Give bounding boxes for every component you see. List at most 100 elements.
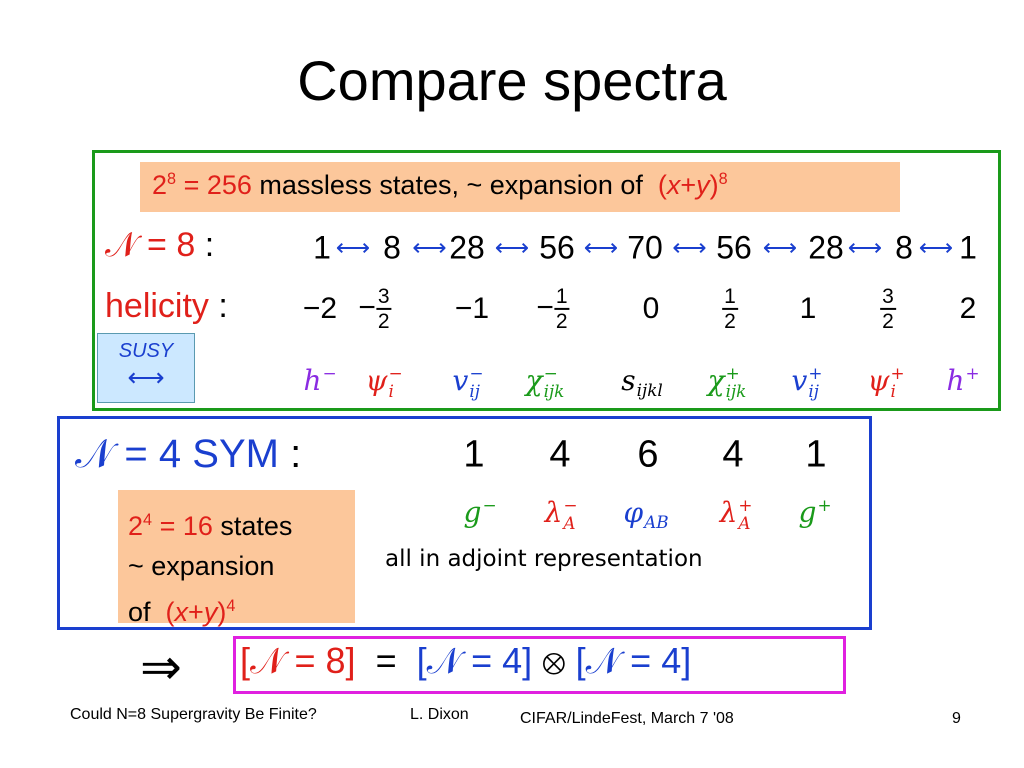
field-sub: ij [469,380,480,401]
field-sup: − [469,362,484,383]
note-eq: = 16 [159,511,213,541]
field-sup: − [482,495,497,516]
field-indices: AB [644,497,668,531]
field-indices: − i [388,362,403,401]
field-indices: − ijk [543,362,565,401]
field-symbol: v [452,363,469,397]
field-symbol: h [946,364,965,398]
eq-a: [𝒩 = 4] [416,640,533,681]
field-symbol: χ [525,363,543,397]
eq-otimes: ⊗ [542,640,566,681]
multiplicity: 8 [895,229,913,266]
field-indices: − [482,497,496,531]
field-sup: − [322,363,337,384]
title: Compare spectra [297,49,727,112]
arrow: ⟷ [847,234,883,262]
field-indices: ijkl [637,365,663,399]
field-symbol: ψ [867,363,890,397]
field-sub: ijk [543,380,565,401]
field-indices: + [965,365,979,399]
note-open: ( [165,597,175,627]
helicity-label: helicity [105,287,209,325]
eq-b: [𝒩 = 4] [575,640,692,681]
note-x: x [666,170,681,200]
field: v + ij [792,364,823,400]
helicity: −2 [303,292,337,326]
numerator: 1 [722,285,738,310]
helicity-label-row: helicity : [105,287,228,326]
note-exp: 8 [167,170,177,188]
field-indices: − A [563,496,577,533]
field: λ + A [720,496,753,532]
multiplicity: 4 [549,433,571,476]
susy-label: SUSY [118,340,174,362]
numerator: 3 [880,285,896,310]
denominator: 2 [555,310,568,333]
arrow: ⟷ [494,234,530,262]
arrow: ⟷ [335,234,371,262]
multiplicity: 8 [383,229,401,266]
field-sub [817,515,831,532]
note-power: 8 [718,170,728,188]
field-indices: + i [890,364,904,400]
note-open: ( [657,170,667,200]
field-sub: A [563,512,576,533]
field-sup: − [543,362,558,383]
n4-label-row: 𝒩 = 4 SYM : [75,432,301,477]
field-symbol: g [463,496,482,530]
field-symbol: λ [719,495,738,529]
implies-arrow: ⇒ [140,639,182,695]
helicity-value: 1 [799,292,817,325]
n4-box [57,416,872,630]
multiplicity: 1 [959,229,977,266]
field: φ AB [623,496,668,532]
helicity-value: −1 [454,292,490,325]
multiplicity: 1 [805,433,827,476]
field-indices: − [322,365,336,399]
multiplicity: 4 [722,433,744,476]
multiplicity: 28 [808,229,844,266]
field-sup: − [388,362,403,383]
multiplicity: 1 [463,433,485,476]
colon: : [204,226,215,264]
field-sub: i [388,380,394,401]
helicity-value: 2 [959,292,977,325]
field-indices: + A [738,496,752,533]
adjoint-note: all in adjoint representation [385,546,703,572]
multiplicity: 1 [313,229,331,266]
helicity: −3 2 [358,285,392,333]
multiplicity: 56 [716,229,752,266]
field: χ + ijk [708,364,747,400]
note-plus: + [680,170,697,200]
colon: : [218,287,228,325]
helicity-sign: − [536,290,554,324]
field: χ − ijk [526,364,565,400]
field-sup: + [725,362,740,383]
equation-box [233,636,846,694]
note-close: ) [709,170,719,200]
arrow: ⟷ [583,234,619,262]
helicity: −1 [455,292,489,326]
note-eq: = 256 [183,170,252,200]
field-sub: AB [644,512,669,533]
susy-box [97,333,195,403]
field-symbol: χ [707,363,725,397]
field-sub: ijkl [636,380,663,401]
note-x: x [174,597,189,627]
helicity-value: 0 [642,292,660,325]
field-symbol: ψ [365,363,388,397]
field-sub: A [738,512,751,533]
numerator: 1 [553,285,570,310]
note-y: y [203,597,218,627]
field-sub: ij [808,380,819,401]
n8-note: 28 = 256 massless states, ~ expansion of… [152,170,728,201]
note-base: 2 [152,170,168,200]
n8-box [92,150,1001,411]
n4-note: 24 = 16 states ~ expansion of (x+y)4 [128,500,292,632]
field-indices: + ijk [725,362,747,400]
